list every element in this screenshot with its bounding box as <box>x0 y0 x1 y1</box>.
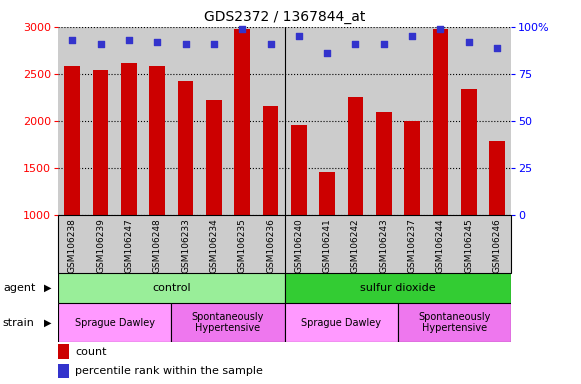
Point <box>379 41 389 47</box>
Text: GSM106240: GSM106240 <box>295 218 303 273</box>
Text: ▶: ▶ <box>44 283 51 293</box>
Text: sulfur dioxide: sulfur dioxide <box>360 283 436 293</box>
Bar <box>171 303 285 342</box>
Bar <box>461 89 476 215</box>
Point <box>464 39 474 45</box>
Bar <box>404 121 420 215</box>
Bar <box>206 100 222 215</box>
Point <box>67 37 77 43</box>
Bar <box>320 172 335 215</box>
Bar <box>178 81 193 215</box>
Bar <box>291 125 307 215</box>
Bar <box>433 29 449 215</box>
Point <box>238 26 247 32</box>
Bar <box>58 215 511 273</box>
Point <box>181 41 190 47</box>
Text: GSM106234: GSM106234 <box>209 218 218 273</box>
Text: Sprague Dawley: Sprague Dawley <box>75 318 155 328</box>
Text: Spontaneously
Hypertensive: Spontaneously Hypertensive <box>418 312 491 333</box>
Text: strain: strain <box>3 318 35 328</box>
Text: GSM106243: GSM106243 <box>379 218 388 273</box>
Point <box>266 41 275 47</box>
Bar <box>58 273 285 303</box>
Bar <box>398 303 511 342</box>
Text: agent: agent <box>3 283 35 293</box>
Bar <box>263 106 278 215</box>
Bar <box>58 303 171 342</box>
Title: GDS2372 / 1367844_at: GDS2372 / 1367844_at <box>204 10 365 25</box>
Text: GSM106248: GSM106248 <box>153 218 162 273</box>
Point <box>351 41 360 47</box>
Bar <box>93 70 109 215</box>
Bar <box>347 98 363 215</box>
Text: GSM106244: GSM106244 <box>436 218 445 273</box>
Point <box>493 45 502 51</box>
Bar <box>285 303 398 342</box>
Text: GSM106236: GSM106236 <box>266 218 275 273</box>
Text: ▶: ▶ <box>44 318 51 328</box>
Bar <box>58 364 70 378</box>
Point <box>436 26 445 32</box>
Text: GSM106237: GSM106237 <box>408 218 417 273</box>
Text: GSM106241: GSM106241 <box>322 218 332 273</box>
Bar <box>376 112 392 215</box>
Point <box>322 50 332 56</box>
Point <box>96 41 105 47</box>
Bar <box>64 66 80 215</box>
Text: Spontaneously
Hypertensive: Spontaneously Hypertensive <box>192 312 264 333</box>
Text: control: control <box>152 283 191 293</box>
Text: count: count <box>76 347 107 357</box>
Bar <box>58 344 70 359</box>
Text: GSM106235: GSM106235 <box>238 218 247 273</box>
Bar <box>285 273 511 303</box>
Point <box>294 33 303 40</box>
Text: GSM106247: GSM106247 <box>124 218 134 273</box>
Bar <box>489 141 505 215</box>
Text: percentile rank within the sample: percentile rank within the sample <box>76 366 263 376</box>
Text: Sprague Dawley: Sprague Dawley <box>302 318 381 328</box>
Point <box>209 41 218 47</box>
Text: GSM106245: GSM106245 <box>464 218 474 273</box>
Point <box>124 37 134 43</box>
Text: GSM106233: GSM106233 <box>181 218 190 273</box>
Text: GSM106246: GSM106246 <box>493 218 501 273</box>
Text: GSM106238: GSM106238 <box>68 218 77 273</box>
Bar <box>234 29 250 215</box>
Bar <box>121 63 137 215</box>
Text: GSM106242: GSM106242 <box>351 218 360 273</box>
Text: GSM106239: GSM106239 <box>96 218 105 273</box>
Point <box>153 39 162 45</box>
Point <box>407 33 417 40</box>
Bar <box>149 66 165 215</box>
